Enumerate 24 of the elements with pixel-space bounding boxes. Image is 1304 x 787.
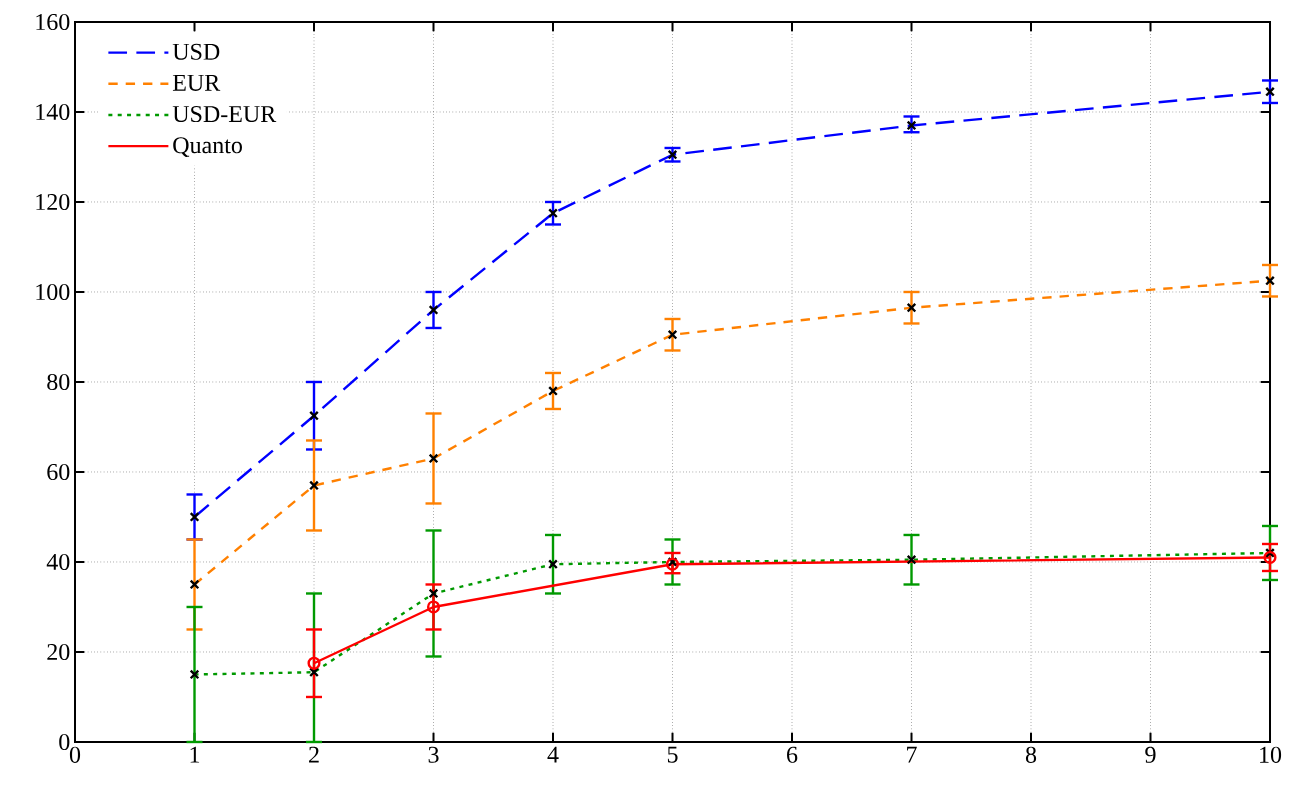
y-tick-label: 60 xyxy=(47,463,70,481)
y-tick-label: 20 xyxy=(47,643,70,661)
x-tick-label: 10 xyxy=(1260,746,1282,763)
x-tick-label: 5 xyxy=(667,746,678,763)
x-tick-label: 1 xyxy=(190,746,200,763)
legend-label: EUR xyxy=(172,74,221,91)
x-tick-label: 0 xyxy=(69,746,81,763)
legend-label: Quanto xyxy=(173,137,242,157)
legend-label: USD xyxy=(172,43,220,60)
x-tick-label: 6 xyxy=(787,746,798,763)
x-tick-label: 3 xyxy=(428,746,439,763)
legend-label: USD-EUR xyxy=(172,105,277,123)
y-tick-label: 80 xyxy=(47,373,70,391)
y-tick-label: 100 xyxy=(36,283,70,301)
x-tick-label: 2 xyxy=(309,746,319,763)
y-tick-label: 40 xyxy=(46,553,70,571)
x-tick-label: 4 xyxy=(547,746,559,763)
y-tick-label: 160 xyxy=(36,13,70,31)
x-tick-label: 9 xyxy=(1145,746,1156,763)
y-tick-label: 120 xyxy=(36,193,70,211)
y-tick-label: 140 xyxy=(36,103,70,121)
x-tick-label: 8 xyxy=(1025,746,1037,763)
x-tick-label: 7 xyxy=(907,746,917,763)
y-tick-label: 0 xyxy=(59,733,70,751)
